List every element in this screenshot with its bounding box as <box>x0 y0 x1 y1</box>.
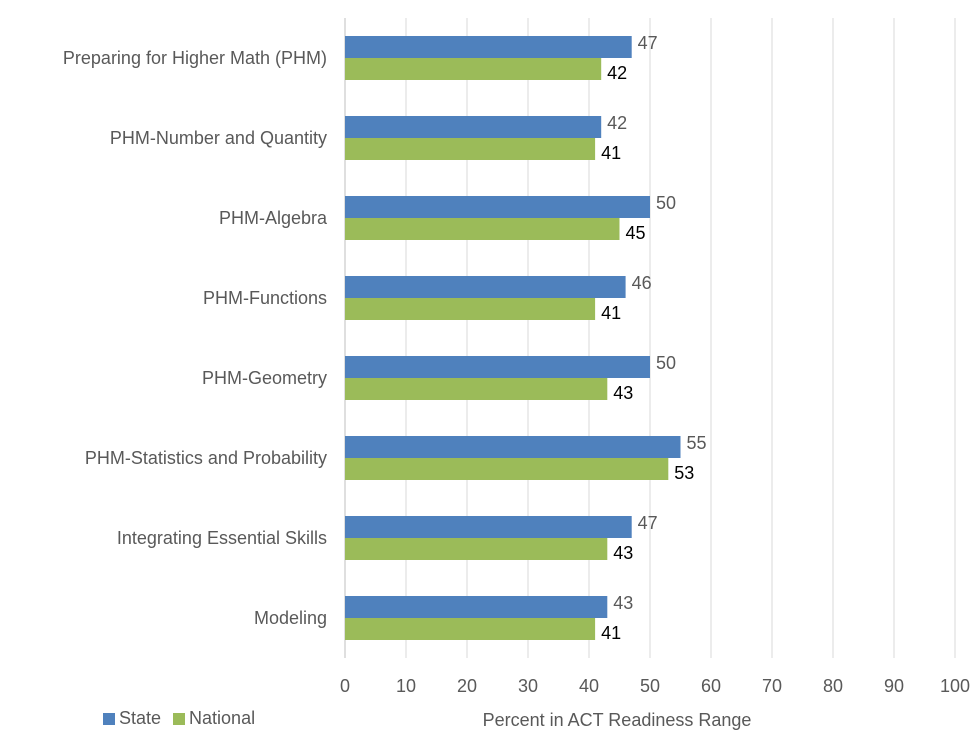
data-label-national: 41 <box>601 623 621 643</box>
gridlines <box>344 18 956 658</box>
bar-national <box>345 538 608 560</box>
data-label-state: 42 <box>607 113 627 133</box>
bar-national <box>345 378 608 400</box>
data-label-state: 47 <box>638 513 658 533</box>
category-label: PHM-Algebra <box>219 208 328 228</box>
bar-state <box>345 436 681 458</box>
bar-national <box>345 458 669 480</box>
legend-swatch-state <box>103 712 115 725</box>
category-label: PHM-Functions <box>203 288 327 308</box>
legend-label-state: State <box>119 708 162 728</box>
legend-swatch-national <box>173 712 186 725</box>
bar-state <box>345 36 632 58</box>
category-label: Preparing for Higher Math (PHM) <box>63 48 327 68</box>
bar-national <box>345 218 620 240</box>
category-labels: Preparing for Higher Math (PHM) PHM-Numbe… <box>63 48 328 628</box>
data-label-national: 53 <box>674 463 694 483</box>
bars <box>345 36 681 640</box>
bar-state <box>345 596 608 618</box>
legend-label-national: National <box>189 708 256 728</box>
category-label: PHM-Geometry <box>202 368 327 388</box>
bar-national <box>345 138 596 160</box>
x-tick-label-100: 100 <box>940 676 970 696</box>
x-tick-label-80: 80 <box>823 676 843 696</box>
legend-item-state: State <box>103 708 161 729</box>
x-tick-label-50: 50 <box>640 676 660 696</box>
data-label-national: 43 <box>613 383 633 403</box>
x-tick-labels: 0 10 20 30 40 50 60 70 80 90 100 <box>340 676 970 696</box>
data-label-state: 50 <box>656 193 676 213</box>
bar-national <box>345 298 596 320</box>
x-tick-label-40: 40 <box>579 676 599 696</box>
data-label-state: 55 <box>686 433 706 453</box>
x-tick-label-90: 90 <box>884 676 904 696</box>
category-label: PHM-Number and Quantity <box>110 128 327 148</box>
x-axis-title: Percent in ACT Readiness Range <box>483 710 752 730</box>
category-label: Integrating Essential Skills <box>117 528 327 548</box>
legend-item-national: National <box>173 708 255 729</box>
bar-state <box>345 116 602 138</box>
bar-state <box>345 276 626 298</box>
bar-state <box>345 356 650 378</box>
legend: State National <box>103 708 267 729</box>
bar-national <box>345 618 596 640</box>
x-tick-label-30: 30 <box>518 676 538 696</box>
data-label-national: 41 <box>601 303 621 323</box>
x-tick-label-60: 60 <box>701 676 721 696</box>
data-label-national: 42 <box>607 63 627 83</box>
bar-state <box>345 196 650 218</box>
bar-state <box>345 516 632 538</box>
x-tick-label-70: 70 <box>762 676 782 696</box>
data-label-state: 47 <box>638 33 658 53</box>
x-tick-label-20: 20 <box>457 676 477 696</box>
category-label: PHM-Statistics and Probability <box>85 448 327 468</box>
x-tick-label-10: 10 <box>396 676 416 696</box>
data-label-national: 43 <box>613 543 633 563</box>
category-label: Modeling <box>254 608 327 628</box>
data-label-state: 46 <box>632 273 652 293</box>
data-label-state: 43 <box>613 593 633 613</box>
data-label-state: 50 <box>656 353 676 373</box>
data-label-national: 45 <box>625 223 645 243</box>
data-label-national: 41 <box>601 143 621 163</box>
bar-national <box>345 58 602 80</box>
x-tick-label-0: 0 <box>340 676 350 696</box>
